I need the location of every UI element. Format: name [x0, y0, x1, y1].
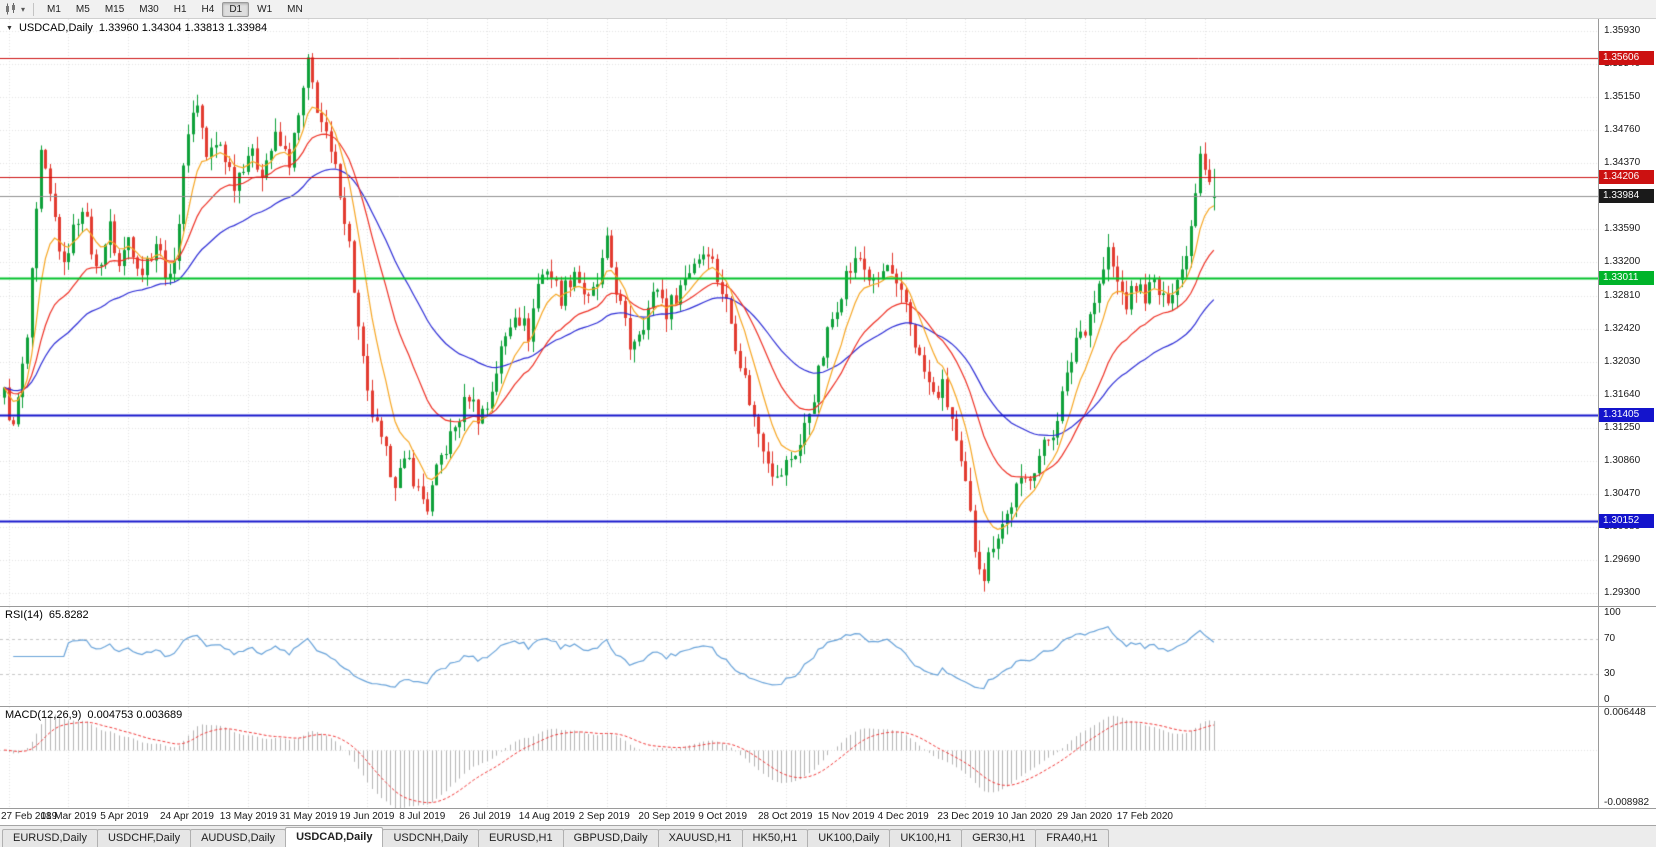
date-axis-label: 28 Oct 2019	[758, 811, 813, 822]
date-axis-label: 23 Dec 2019	[937, 811, 995, 822]
price-axis-label: 1.34760	[1604, 124, 1641, 136]
dropdown-arrow-icon[interactable]: ▾	[21, 4, 26, 14]
toolbar: ▾ M1 M5 M15 M30 H1 H4 D1 W1 MN	[0, 0, 1656, 19]
chart-tab-uk100-daily[interactable]: UK100,Daily	[807, 829, 891, 847]
price-level-badge: 1.33984	[1599, 188, 1654, 203]
rsi-plot: RSI(14) 65.8282	[0, 607, 1598, 706]
chart-tab-usdcnh-daily[interactable]: USDCNH,Daily	[382, 829, 480, 847]
rsi-axis-label: 30	[1604, 667, 1616, 679]
date-axis-label: 31 May 2019	[279, 811, 338, 822]
timeframe-button-h1[interactable]: H1	[173, 3, 187, 15]
date-axis-label: 10 Jan 2020	[997, 811, 1053, 822]
timeframe-button-mn[interactable]: MN	[287, 3, 303, 15]
price-level-badge: 1.31405	[1599, 407, 1654, 422]
rsi-axis-label: 100	[1604, 607, 1621, 618]
price-axis-label: 1.35930	[1604, 24, 1641, 36]
price-axis-label: 1.30470	[1604, 488, 1641, 500]
macd-axis[interactable]: 0.006448 -0.008982	[1598, 707, 1656, 808]
macd-indicator-name: MACD(12,26,9)	[5, 709, 82, 721]
macd-plot: MACD(12,26,9) 0.004753 0.003689	[0, 707, 1598, 808]
price-axis-label: 1.31640	[1604, 388, 1641, 400]
chart-tab-eurusd-daily[interactable]: EURUSD,Daily	[2, 829, 98, 847]
rsi-axis-label: 0	[1604, 694, 1610, 705]
price-level-badge: 1.34206	[1599, 170, 1654, 185]
price-axis-label: 1.31250	[1604, 421, 1641, 433]
price-axis-label: 1.30860	[1604, 454, 1641, 466]
rsi-chart-canvas[interactable]	[0, 607, 1598, 706]
date-axis-label: 24 Apr 2019	[160, 811, 214, 822]
chart-title: ▼ USDCAD,Daily 1.33960 1.34304 1.33813 1…	[6, 22, 267, 34]
timeframe-group: M1 M5 M15 M30 H1 H4 D1 W1 MN	[40, 1, 310, 17]
price-chart-panel: ▼ USDCAD,Daily 1.33960 1.34304 1.33813 1…	[0, 19, 1656, 606]
price-axis[interactable]: 1.359301.355401.351501.347601.343701.339…	[1598, 19, 1656, 606]
rsi-indicator-value: 65.8282	[48, 609, 89, 621]
date-axis-label: 13 May 2019	[219, 811, 278, 822]
toolbar-separator	[33, 2, 35, 16]
chart-tab-usdchf-daily[interactable]: USDCHF,Daily	[96, 829, 192, 847]
chart-tabs-bar: EURUSD,Daily USDCHF,Daily AUDUSD,Daily USDC…	[0, 825, 1656, 847]
date-axis-label: 27 Feb 2019	[1, 811, 58, 822]
price-axis-label: 1.32420	[1604, 322, 1641, 334]
rsi-indicator-panel: RSI(14) 65.8282 100 70 30 0	[0, 606, 1656, 706]
date-axis[interactable]: 27 Feb 2019 18 Mar 2019 5 Apr 2019 24 Apr 2…	[0, 808, 1656, 825]
chart-type-icon[interactable]	[3, 1, 21, 17]
timeframe-button-w1[interactable]: W1	[257, 3, 273, 15]
chart-tab-ger30-h1[interactable]: GER30,H1	[961, 829, 1037, 847]
timeframe-button-d1[interactable]: D1	[222, 1, 250, 17]
price-axis-label: 1.33200	[1604, 256, 1641, 268]
rsi-axis-label: 70	[1604, 633, 1616, 645]
price-axis-label: 1.32810	[1604, 289, 1641, 301]
macd-header: MACD(12,26,9) 0.004753 0.003689	[5, 709, 182, 721]
date-axis-label: 8 Jul 2019	[399, 811, 446, 822]
chart-tab-gbpusd-daily[interactable]: GBPUSD,Daily	[562, 829, 659, 847]
date-axis-label: 18 Mar 2019	[40, 811, 97, 822]
chart-tab-uk100-h1[interactable]: UK100,H1	[889, 829, 963, 847]
price-axis-label: 1.33590	[1604, 223, 1641, 235]
rsi-header: RSI(14) 65.8282	[5, 609, 89, 621]
macd-indicator-values: 0.004753 0.003689	[87, 709, 183, 721]
chart-tab-usdcad-daily[interactable]: USDCAD,Daily	[285, 827, 384, 847]
price-level-badge: 1.30152	[1599, 514, 1654, 528]
timeframe-button-m15[interactable]: M15	[104, 3, 125, 15]
price-axis-label: 1.29300	[1604, 587, 1641, 599]
date-axis-label: 29 Jan 2020	[1057, 811, 1113, 822]
chart-tab-eurusd-h1[interactable]: EURUSD,H1	[478, 829, 564, 847]
price-level-badge: 1.35606	[1599, 51, 1654, 66]
date-axis-label: 2 Sep 2019	[578, 811, 630, 822]
date-axis-label: 5 Apr 2019	[100, 811, 149, 822]
date-axis-label: 19 Jun 2019	[339, 811, 395, 822]
macd-indicator-panel: MACD(12,26,9) 0.004753 0.003689 0.006448…	[0, 706, 1656, 808]
timeframe-button-m1[interactable]: M1	[47, 3, 61, 15]
price-axis-label: 1.34370	[1604, 157, 1641, 169]
macd-axis-label: 0.006448	[1604, 707, 1646, 718]
price-chart-plot: ▼ USDCAD,Daily 1.33960 1.34304 1.33813 1…	[0, 19, 1598, 606]
date-axis-label: 4 Dec 2019	[877, 811, 929, 822]
date-axis-label: 14 Aug 2019	[518, 811, 575, 822]
price-level-badge: 1.33011	[1599, 271, 1654, 286]
chart-ohlc-values: 1.33960 1.34304 1.33813 1.33984	[98, 22, 268, 34]
date-axis-label: 20 Sep 2019	[638, 811, 696, 822]
chart-tab-hk50-h1[interactable]: HK50,H1	[741, 829, 809, 847]
date-axis-label: 26 Jul 2019	[459, 811, 511, 822]
symbol-marker-icon: ▼	[6, 24, 13, 32]
rsi-indicator-name: RSI(14)	[5, 609, 43, 621]
timeframe-button-m5[interactable]: M5	[75, 3, 90, 15]
macd-axis-label: -0.008982	[1604, 797, 1650, 808]
candlestick-chart-canvas[interactable]	[0, 19, 1598, 606]
date-axis-label: 15 Nov 2019	[817, 811, 875, 822]
price-axis-label: 1.32030	[1604, 355, 1641, 367]
rsi-axis[interactable]: 100 70 30 0	[1598, 607, 1656, 706]
chart-tab-audusd-daily[interactable]: AUDUSD,Daily	[190, 829, 287, 847]
chart-symbol-label: USDCAD,Daily	[18, 22, 93, 34]
date-axis-label: 9 Oct 2019	[698, 811, 748, 822]
timeframe-button-h4[interactable]: H4	[201, 3, 215, 15]
macd-chart-canvas[interactable]	[0, 707, 1598, 808]
price-axis-label: 1.29690	[1604, 554, 1641, 566]
timeframe-button-m30[interactable]: M30	[139, 3, 159, 15]
date-axis-label: 17 Feb 2020	[1116, 811, 1173, 822]
price-axis-label: 1.35150	[1604, 91, 1641, 103]
chart-tab-xauusd-h1[interactable]: XAUUSD,H1	[657, 829, 743, 847]
chart-tab-fra40-h1[interactable]: FRA40,H1	[1035, 829, 1109, 847]
